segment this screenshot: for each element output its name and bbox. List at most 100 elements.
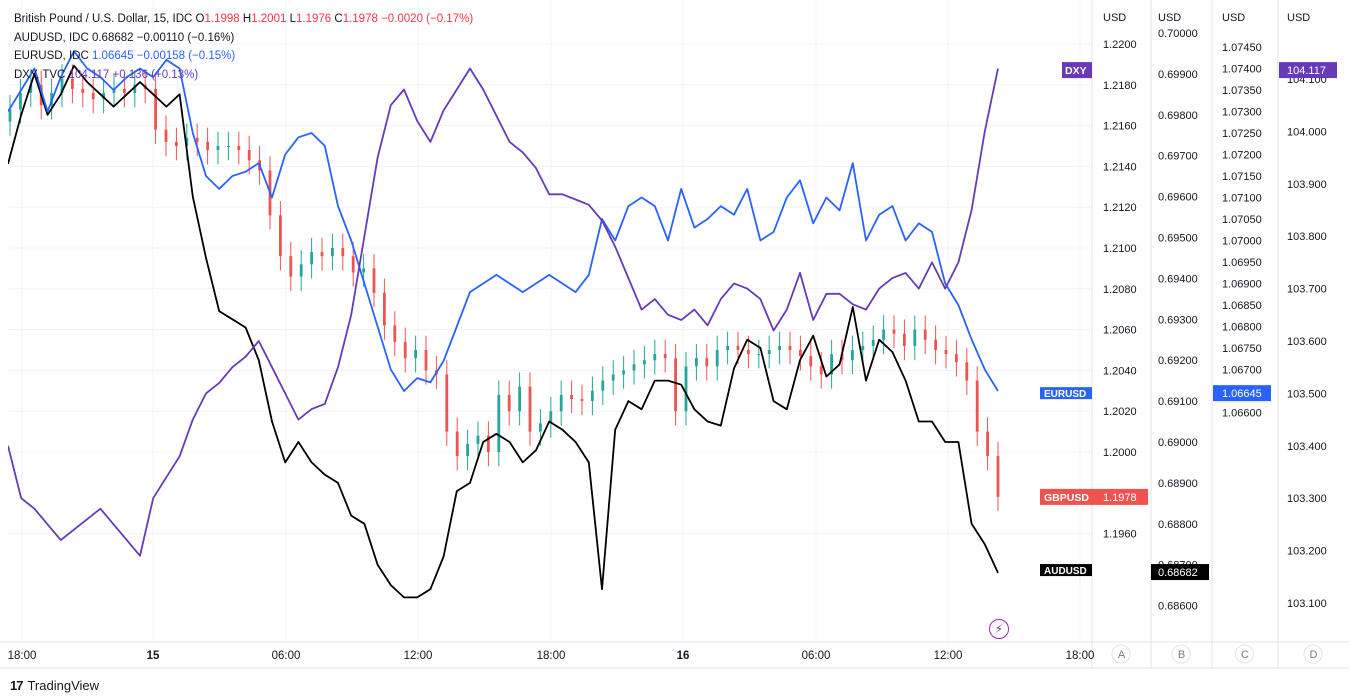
gbpusd-candle: [71, 78, 74, 89]
legend-gbpusd[interactable]: British Pound / U.S. Dollar, 15, IDC O1.…: [14, 13, 474, 25]
time-axis-label: 06:00: [802, 650, 831, 662]
audusd-last-value: 0.68682: [1158, 567, 1198, 579]
gbpusd-name-badge: [1040, 488, 1092, 505]
price-axis-D: USD104.100104.000103.900103.800103.70010…: [1287, 12, 1327, 664]
gbpusd-candle: [923, 329, 927, 340]
gbpusd-candle: [632, 364, 636, 371]
gbpusd-candle: [112, 88, 116, 93]
price-axis-unit: USD: [1158, 12, 1181, 24]
gbpusd-candle: [91, 92, 95, 100]
gbpusd-candle: [539, 423, 542, 432]
price-axis-tick: 104.000: [1287, 126, 1327, 138]
gbpusd-candle: [383, 292, 386, 326]
gbpusd-candle: [102, 92, 105, 100]
gbpusd-candle: [227, 146, 230, 147]
price-axis-tick: 103.300: [1287, 493, 1327, 505]
gbpusd-candle: [331, 248, 334, 257]
gbpusd-candle: [975, 380, 979, 432]
price-axis-tick: 1.07250: [1222, 128, 1262, 140]
price-axis-tick: 1.06900: [1222, 279, 1262, 291]
price-axis-tick: 1.2080: [1103, 284, 1137, 296]
price-axis-tick: 1.2020: [1103, 406, 1137, 418]
gbpusd-candle: [653, 354, 657, 361]
time-axis-label: 18:00: [1066, 650, 1095, 662]
gbpusd-candle: [757, 354, 761, 356]
gbpusd-candle: [944, 350, 948, 355]
gbpusd-candle: [310, 252, 313, 265]
dxy-last-value: 104.117: [1287, 65, 1326, 77]
price-axis-tick: 0.69500: [1158, 233, 1198, 245]
gbpusd-candle: [882, 329, 885, 340]
audusd-name-badge: [1040, 564, 1092, 577]
legend-audusd-change: −0.00110 (−0.16%): [136, 31, 235, 44]
price-axis-tick: 1.2200: [1103, 39, 1137, 51]
gbpusd-candle: [934, 339, 937, 350]
time-axis-label: 06:00: [272, 650, 301, 662]
legend-audusd[interactable]: AUDUSD, IDC 0.68682 −0.00110 (−0.16%): [14, 29, 473, 48]
price-axis-tick: 103.800: [1287, 231, 1327, 243]
gbpusd-candle: [289, 256, 293, 277]
price-axis-tick: 103.200: [1287, 546, 1327, 558]
gbpusd-candle: [414, 350, 417, 359]
legend-dxy[interactable]: DXY, TVC 104.117 +0.136 (+0.13%): [14, 66, 473, 85]
legend-audusd-name: AUDUSD, IDC: [14, 31, 89, 44]
gbpusd-last-badge: [1092, 488, 1148, 505]
gbpusd-candle: [830, 354, 833, 375]
price-axis-tick: 103.600: [1287, 336, 1327, 348]
price-axis-unit: USD: [1103, 12, 1126, 24]
price-axis-tick: 0.69700: [1158, 151, 1198, 163]
gbpusd-candle: [684, 366, 688, 412]
gbpusd-candle: [622, 370, 625, 375]
series-gbpusd: [8, 64, 1000, 512]
price-axis-tick: 103.900: [1287, 179, 1327, 191]
gbpusd-candle: [424, 350, 428, 371]
gbpusd-candle: [986, 431, 989, 457]
price-axis-tick: 0.69300: [1158, 314, 1198, 326]
price-axis-tick: 1.2060: [1103, 325, 1137, 337]
legend-eurusd-change: −0.00158 (−0.15%): [136, 50, 236, 62]
gbpusd-candle: [903, 333, 906, 346]
price-axis-tick: 1.06600: [1222, 408, 1262, 420]
price-axis-tick: 1.2100: [1103, 243, 1137, 255]
legend-dxy-name: DXY, TVC: [14, 68, 66, 81]
price-axis-C: USD 1.07450 1.07400 1.07350 1.07300 1.07250 1.…: [1222, 12, 1262, 664]
gbpusd-candle: [913, 329, 917, 346]
axis-letter-circle: [1235, 644, 1254, 664]
gbpusd-candle: [663, 354, 667, 359]
gbpusd-candle: [476, 435, 480, 444]
price-axis-tick: 1.06700: [1222, 365, 1262, 377]
price-axis-B: USD 0.70000 0.69900 0.69800 0.69700 0.69600 0.…: [1158, 12, 1198, 664]
price-axis-tick: 0.70000: [1158, 28, 1198, 40]
gbpusd-candle: [164, 129, 168, 142]
series-eurusd-line: [8, 50, 999, 392]
legend-eurusd[interactable]: EURUSD, IDC 1.06645 −0.00158 (−0.15%): [14, 47, 473, 66]
price-axis-tick: 0.68800: [1158, 519, 1198, 531]
tradingview-footer[interactable]: 17 TradingView: [10, 678, 99, 693]
gbpusd-candle: [726, 345, 729, 350]
gbpusd-candle: [851, 350, 854, 361]
tradingview-logo-icon: 17: [10, 678, 24, 693]
legend-gbpusd-name: British Pound / U.S. Dollar, 15, IDC: [14, 13, 193, 25]
price-axis-tick: 1.06800: [1222, 322, 1262, 334]
axis-letter-circle: [1303, 644, 1323, 664]
price-axis-tick: 1.2120: [1103, 202, 1137, 214]
gbpusd-candle: [809, 356, 813, 367]
gbpusd-candle: [216, 146, 220, 151]
price-axis-unit: USD: [1287, 12, 1310, 24]
gbpusd-candle: [965, 362, 969, 381]
gbpusd-candle: [861, 345, 865, 350]
series-audusd-line: [8, 64, 999, 599]
lightning-icon[interactable]: ⚡: [989, 619, 1009, 639]
gbpusd-candle: [788, 345, 792, 350]
legend-gbpusd-close: 1.1978: [342, 13, 378, 25]
price-axis-tick: 1.2140: [1103, 161, 1137, 173]
price-axis-tick: 1.07100: [1222, 193, 1262, 205]
time-axis-label: 12:00: [934, 650, 963, 662]
price-axis-tick: 0.69900: [1158, 69, 1198, 81]
gbpusd-candle: [559, 394, 563, 412]
price-axis-tick: 1.06950: [1222, 257, 1262, 269]
gbpusd-candle: [19, 92, 22, 110]
axis-letter-A: A: [1118, 649, 1126, 661]
gbpusd-candle: [279, 215, 282, 257]
